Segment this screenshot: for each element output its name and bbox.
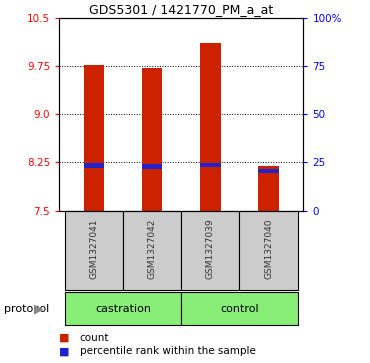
Text: castration: castration (95, 303, 151, 314)
Bar (258, 168, 279, 173)
Bar (142, 68, 162, 211)
Text: count: count (80, 333, 109, 343)
Text: GSM1327040: GSM1327040 (264, 219, 273, 279)
Bar (181, 292, 297, 325)
Bar (84, 163, 104, 168)
Title: GDS5301 / 1421770_PM_a_at: GDS5301 / 1421770_PM_a_at (89, 3, 273, 16)
Bar (123, 211, 181, 290)
Bar (181, 211, 239, 290)
Bar (200, 163, 221, 167)
Bar (142, 164, 162, 168)
Text: GSM1327039: GSM1327039 (206, 219, 215, 279)
Text: ■: ■ (59, 346, 70, 356)
Bar (239, 211, 297, 290)
Bar (65, 292, 181, 325)
Text: control: control (220, 303, 259, 314)
Text: GSM1327041: GSM1327041 (90, 219, 98, 279)
Bar (84, 65, 104, 211)
Text: percentile rank within the sample: percentile rank within the sample (80, 346, 255, 356)
Bar (200, 42, 221, 211)
Text: protocol: protocol (4, 303, 49, 314)
Text: ■: ■ (59, 333, 70, 343)
Bar (65, 211, 123, 290)
Bar (258, 166, 279, 211)
Text: ▶: ▶ (34, 302, 44, 315)
Text: GSM1327042: GSM1327042 (148, 219, 157, 279)
